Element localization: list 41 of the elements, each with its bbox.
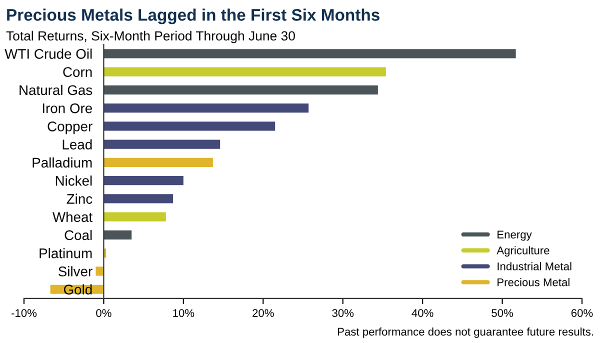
legend-label: Precious Metal bbox=[498, 278, 570, 286]
y-tick-label: Iron Ore bbox=[42, 103, 92, 114]
legend-label: Industrial Metal bbox=[498, 262, 572, 270]
bar bbox=[104, 140, 220, 149]
bar bbox=[104, 122, 276, 131]
bar bbox=[104, 67, 386, 76]
x-tick-label: 60% bbox=[571, 309, 593, 317]
legend-label: Energy bbox=[498, 230, 532, 241]
bar bbox=[104, 212, 166, 222]
bar bbox=[104, 104, 309, 113]
y-tick-label: Copper bbox=[48, 122, 92, 134]
x-tick-label: 50% bbox=[492, 309, 514, 317]
chart-subtitle: Total Returns, Six-Month Period Through June 30 bbox=[6, 30, 295, 44]
y-tick-label: Lead bbox=[62, 139, 92, 150]
y-tick-label: Silver bbox=[58, 266, 92, 276]
bar bbox=[104, 158, 213, 167]
bar bbox=[104, 85, 378, 94]
x-tick-label: 30% bbox=[332, 309, 354, 317]
y-tick-label: Corn bbox=[63, 67, 92, 77]
y-tick-label: Coal bbox=[64, 230, 92, 240]
bar bbox=[104, 49, 516, 58]
x-tick-label: 0% bbox=[96, 309, 112, 317]
bar bbox=[104, 194, 174, 204]
bar bbox=[104, 176, 184, 186]
x-tick-label: 10% bbox=[173, 309, 194, 317]
x-tick-label: -10% bbox=[12, 309, 37, 317]
y-tick-label: Palladium bbox=[32, 157, 92, 168]
y-tick-label: WTI Crude Oil bbox=[4, 48, 92, 59]
chart-title: Precious Metals Lagged in the First Six Months bbox=[7, 8, 380, 24]
bar bbox=[104, 230, 132, 240]
y-tick-label: Natural Gas bbox=[20, 84, 92, 96]
y-tick-label: Zinc bbox=[66, 194, 92, 204]
bar bbox=[96, 266, 104, 276]
x-tick-label: 20% bbox=[252, 309, 274, 317]
y-tick-label: Platinum bbox=[40, 248, 92, 258]
y-tick-label: Nickel bbox=[56, 176, 92, 186]
text: Past performance does not guarantee future results. bbox=[338, 327, 594, 338]
y-tick-label: Gold bbox=[64, 284, 92, 295]
legend-label: Agriculture bbox=[496, 246, 550, 257]
x-tick-label: 40% bbox=[412, 309, 434, 317]
y-tick-label: Wheat bbox=[52, 212, 93, 222]
